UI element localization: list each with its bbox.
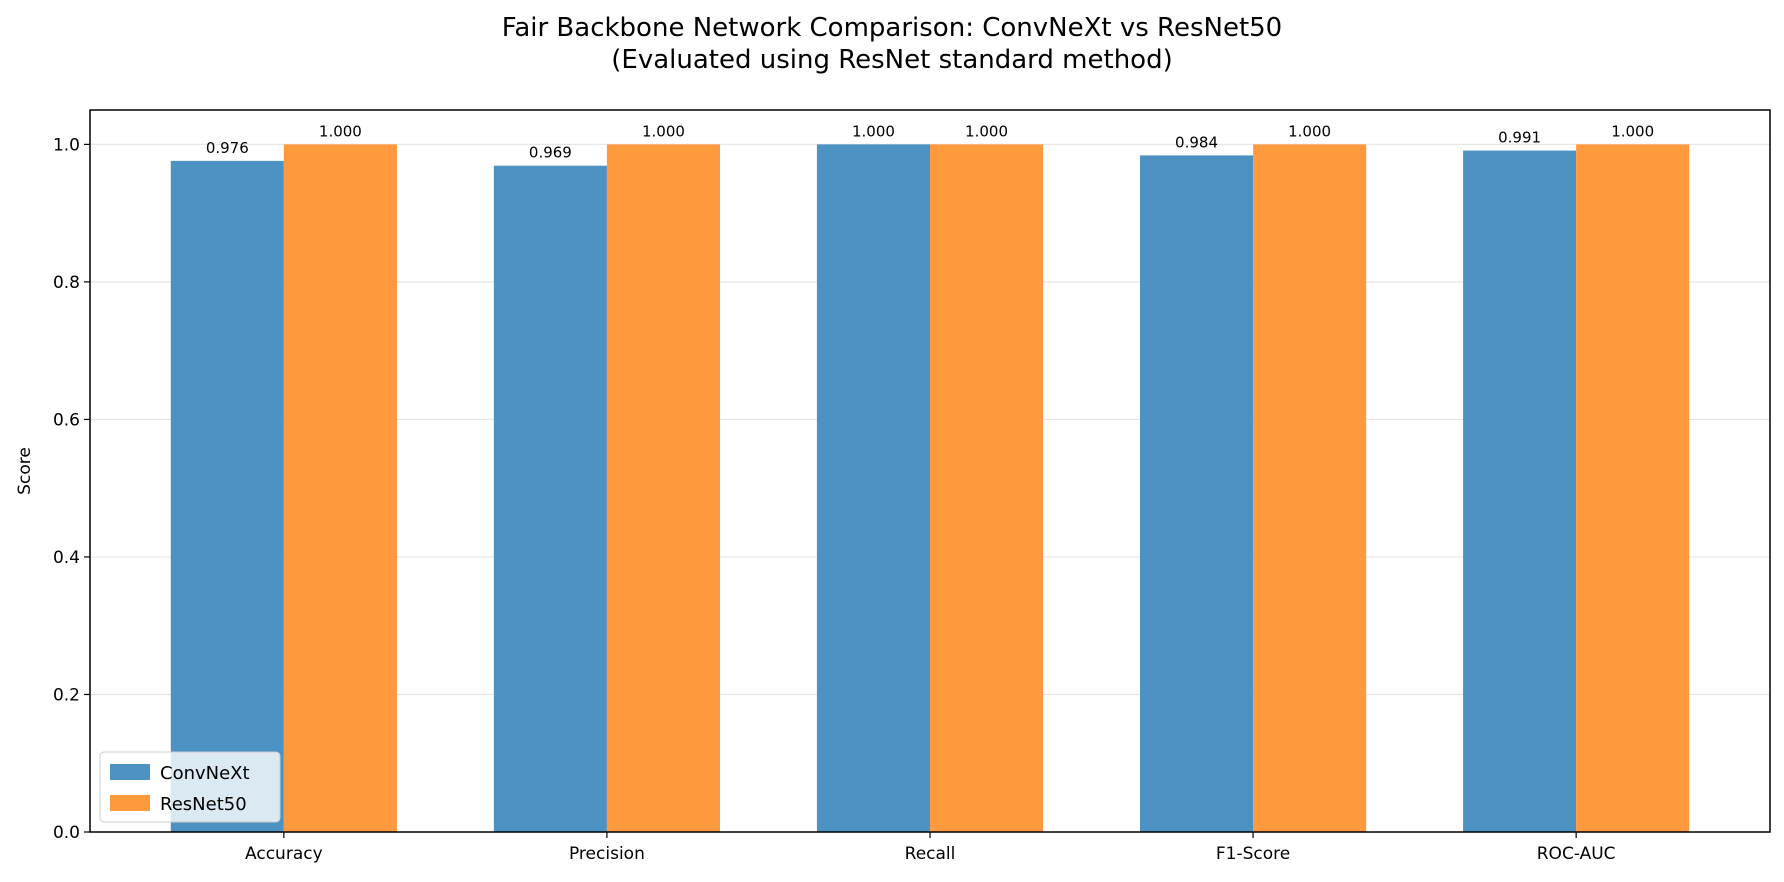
data-label: 1.000 — [852, 122, 895, 140]
bar-resnet50-roc-auc — [1576, 144, 1690, 832]
data-label: 0.976 — [206, 139, 249, 157]
bar-convnext-precision — [493, 165, 607, 832]
data-label: 1.000 — [319, 122, 362, 140]
data-label: 1.000 — [965, 122, 1008, 140]
data-label: 1.000 — [1288, 122, 1331, 140]
legend-swatch — [110, 764, 150, 780]
y-tick-label: 0.8 — [53, 273, 80, 293]
data-label: 0.984 — [1175, 133, 1218, 151]
data-label: 0.991 — [1498, 129, 1541, 147]
bar-convnext-f1-score — [1140, 155, 1254, 832]
y-tick-label: 0.6 — [53, 410, 80, 430]
data-label: 1.000 — [642, 122, 685, 140]
bar-convnext-accuracy — [170, 160, 284, 833]
bar-convnext-roc-auc — [1463, 150, 1577, 832]
chart-subtitle: (Evaluated using ResNet standard method) — [611, 45, 1172, 75]
x-tick-label: F1-Score — [1216, 844, 1290, 864]
bar-resnet50-accuracy — [283, 144, 397, 832]
x-axis: Accuracy Precision Recall F1-Score ROC-AUC — [245, 832, 1616, 864]
y-axis: 0.0 0.2 0.4 0.6 0.8 1.0 — [53, 135, 90, 843]
y-tick-label: 1.0 — [53, 135, 80, 155]
bars — [170, 144, 1690, 833]
y-axis-label: Score — [15, 447, 35, 495]
x-tick-label: ROC-AUC — [1537, 844, 1616, 864]
chart-title: Fair Backbone Network Comparison: ConvNe… — [502, 13, 1282, 43]
legend-swatch — [110, 795, 150, 811]
data-labels: 0.976 1.000 0.969 1.000 1.000 1.000 0.984 1.000… — [206, 122, 1654, 161]
x-tick-label: Precision — [569, 844, 645, 864]
legend-label: ResNet50 — [160, 794, 247, 815]
data-label: 1.000 — [1611, 122, 1654, 140]
y-tick-label: 0.4 — [53, 548, 80, 568]
legend: ConvNeXt ResNet50 — [99, 751, 281, 823]
bar-resnet50-recall — [930, 144, 1044, 832]
x-tick-label: Recall — [905, 844, 956, 864]
x-tick-label: Accuracy — [245, 844, 323, 864]
y-tick-label: 0.0 — [53, 823, 80, 843]
y-tick-label: 0.2 — [53, 685, 80, 705]
bar-convnext-recall — [816, 144, 930, 832]
bar-resnet50-f1-score — [1253, 144, 1367, 832]
data-label: 0.969 — [529, 144, 572, 162]
legend-label: ConvNeXt — [160, 763, 250, 784]
bar-resnet50-precision — [606, 144, 720, 832]
